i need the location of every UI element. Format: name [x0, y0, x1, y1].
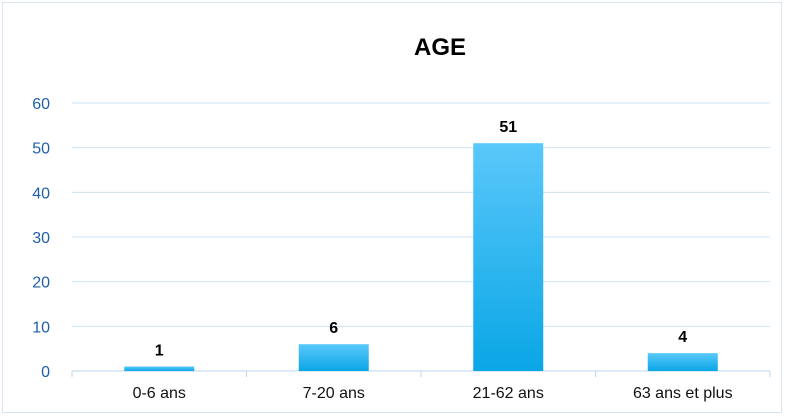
bar-value-label: 4 [678, 329, 687, 346]
y-axis-ticks: 0 10 20 30 40 50 60 [32, 96, 50, 381]
x-tick-label: 0-6 ans [133, 385, 186, 402]
y-tick-label: 20 [32, 275, 50, 292]
y-tick-label: 50 [32, 141, 50, 158]
y-tick-label: 30 [32, 230, 50, 247]
grid-lines [71, 102, 771, 377]
bar-value-label: 51 [499, 119, 517, 136]
bar [647, 353, 718, 371]
y-tick-label: 10 [32, 319, 50, 336]
bar [473, 143, 544, 371]
bar [298, 344, 369, 371]
y-tick-label: 60 [32, 96, 50, 113]
bars [124, 143, 718, 371]
chart-frame [2, 2, 782, 413]
x-tick-label: 63 ans et plus [633, 385, 733, 402]
x-tick-label: 7-20 ans [303, 385, 365, 402]
x-tick-label: 21-62 ans [473, 385, 544, 402]
x-axis-ticks: 0-6 ans 7-20 ans 21-62 ans 63 ans et plus [133, 385, 733, 402]
chart-title: AGE [414, 34, 466, 61]
data-labels: 1 6 51 4 [155, 119, 688, 359]
bar-value-label: 6 [329, 320, 338, 337]
y-tick-label: 0 [41, 364, 50, 381]
bar [124, 366, 195, 371]
bar-value-label: 1 [155, 343, 164, 360]
y-tick-label: 40 [32, 185, 50, 202]
